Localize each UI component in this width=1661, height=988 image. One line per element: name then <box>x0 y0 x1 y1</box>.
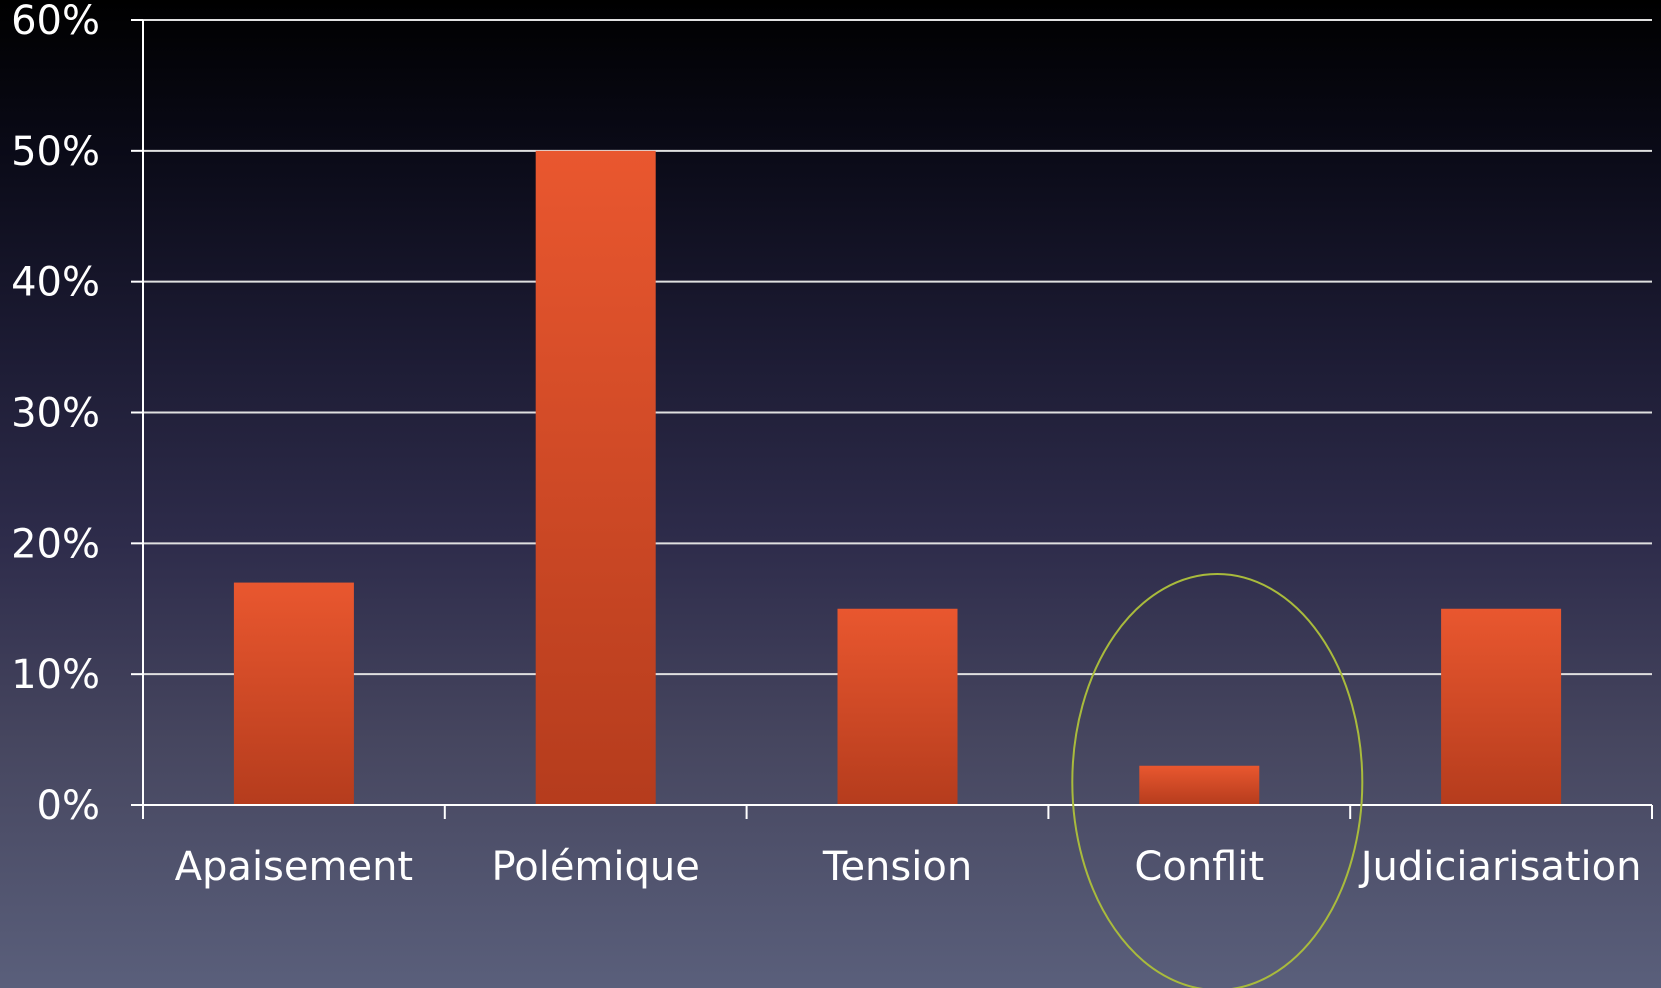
gridlines <box>143 19 1652 676</box>
y-tick-label: 60% <box>11 0 100 44</box>
y-tick-label: 20% <box>11 521 100 567</box>
bar-apaisement <box>233 582 354 805</box>
x-category-label: Polémique <box>492 844 700 890</box>
category-labels: Apaisement Polémique Tension Conflit Judicia… <box>175 844 1642 890</box>
y-tick-label: 0% <box>37 783 100 829</box>
x-category-label: Judiciarisation <box>1358 844 1642 890</box>
y-tick-label: 10% <box>11 652 100 698</box>
x-category-label: Conflit <box>1134 844 1264 890</box>
y-tick-label: 30% <box>11 391 100 437</box>
highlight-annotation <box>1071 573 1364 988</box>
axes <box>131 19 1653 819</box>
y-tick-label: 40% <box>11 260 100 306</box>
bar-tension <box>837 608 958 805</box>
y-tick-labels: 0% 10% 20% 30% 40% 50% 60% <box>11 0 100 829</box>
x-category-label: Tension <box>822 844 972 890</box>
x-category-label: Apaisement <box>175 844 413 890</box>
y-tick-label: 50% <box>11 129 100 175</box>
bar-conflit <box>1139 765 1260 805</box>
bar-pol-mique <box>535 150 656 806</box>
highlight-ellipse <box>1071 573 1364 988</box>
bar-judiciarisation <box>1441 608 1562 805</box>
bars <box>233 150 1562 806</box>
